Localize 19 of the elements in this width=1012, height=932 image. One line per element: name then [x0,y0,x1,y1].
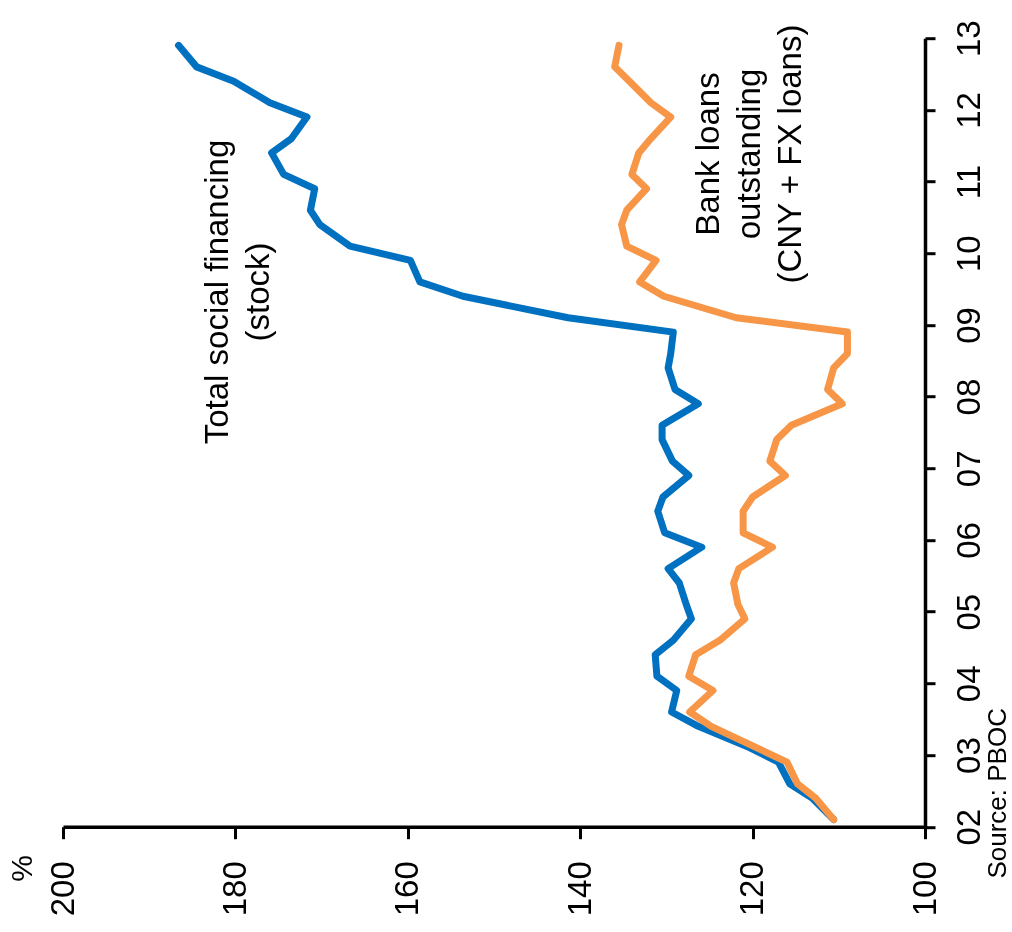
y-tick-label: 12 [949,92,987,129]
y-tick-label: 13 [949,20,987,58]
text: % [4,855,38,882]
y-tick-label: 04 [949,665,987,703]
text: Total social financing (stock) [198,139,276,445]
y-tick-label: 06 [949,522,987,559]
y-tick-label: 07 [949,450,987,488]
x-tick-label: 160 [388,861,426,917]
y-tick-label: 11 [949,164,987,200]
y-tick-label: 10 [949,235,987,273]
y-tick-label: 05 [949,593,987,631]
x-tick-label: 200 [43,861,81,917]
text: Bank loans outstanding (CNY + FX loans) [689,24,808,284]
x-tick-label: 100 [905,861,943,917]
y-tick-label: 08 [949,378,987,416]
x-tick-label: 120 [733,861,771,917]
x-tick-label: 140 [560,861,598,917]
y-tick-label: 09 [949,307,987,344]
x-tick-label: 180 [215,861,253,917]
